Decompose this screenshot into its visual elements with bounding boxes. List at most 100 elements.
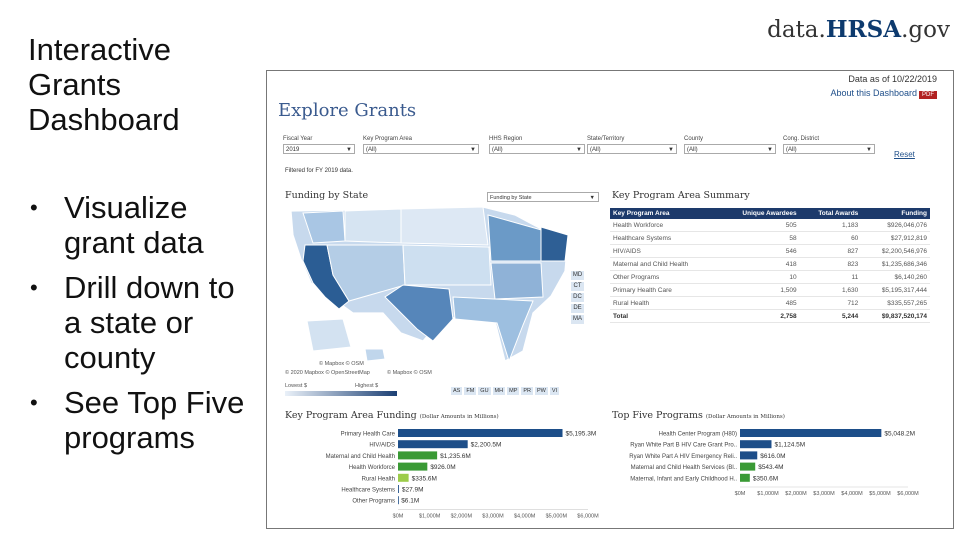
map-credit-2: © 2020 Mapbox © OpenStreetMap: [285, 370, 370, 376]
territory-tile[interactable]: MH: [492, 387, 506, 395]
bar[interactable]: [398, 473, 409, 482]
territory-tile[interactable]: GU: [478, 387, 491, 395]
bullet-item: • Visualize grant data: [28, 190, 258, 260]
state-midwest-north: [400, 206, 489, 246]
table-row[interactable]: Health Workforce 505 1,183 $926,046,076: [610, 219, 930, 232]
data-label: $27.9M: [402, 487, 424, 494]
table-row[interactable]: Rural Health 485 712 $335,557,265: [610, 296, 930, 310]
chart-title: Top Five Programs (Dollar Amounts in Mill…: [612, 410, 785, 421]
us-funding-map[interactable]: [283, 201, 573, 366]
map-measure-select[interactable]: Funding by State ▼: [487, 192, 599, 202]
hhs-region-select[interactable]: (All) ▼: [489, 144, 585, 154]
x-tick-label: $3,000M: [813, 491, 835, 497]
state-southeast: [452, 296, 534, 363]
state-territory-select[interactable]: (All) ▼: [587, 144, 677, 154]
cong-district-select[interactable]: (All) ▼: [783, 144, 875, 154]
x-tick-label: $6,000M: [577, 513, 599, 519]
bullet-dot: •: [30, 390, 38, 415]
bar[interactable]: [740, 440, 772, 449]
table-header-row: Key Program Area Unique Awardees Total A…: [610, 208, 930, 219]
column-header[interactable]: Key Program Area: [610, 208, 719, 219]
fiscal-year-select[interactable]: 2019 ▼: [283, 144, 355, 154]
map-legend: Lowest $ Highest $: [285, 383, 397, 397]
state-tile-dc[interactable]: DC: [571, 293, 584, 302]
state-mountain-west: [326, 244, 406, 302]
filter-key-program-area: Key Program Area (All) ▼: [363, 136, 479, 154]
data-hrsa-logo: data.HRSA.gov: [767, 16, 950, 43]
category-label: HIV/AIDS: [369, 443, 395, 449]
table-row[interactable]: Primary Health Care 1,509 1,630 $5,195,317,…: [610, 283, 930, 297]
legend-gradient: [285, 391, 397, 396]
state-southeast-north: [490, 262, 544, 300]
chart-title: Key Program Area Funding (Dollar Amounts …: [285, 410, 499, 421]
bar[interactable]: [740, 462, 756, 471]
bar[interactable]: [398, 462, 428, 471]
x-tick-label: $4,000M: [514, 513, 536, 519]
category-label: Primary Health Care: [341, 432, 396, 438]
bullet-list: • Visualize grant data • Drill down to a s…: [28, 190, 258, 465]
x-tick-label: $4,000M: [841, 491, 863, 497]
x-tick-label: $3,000M: [482, 513, 504, 519]
filtered-note: Filtered for FY 2019 data.: [285, 168, 353, 174]
column-header[interactable]: Unique Awardees: [718, 208, 800, 219]
territory-tile[interactable]: PW: [535, 387, 548, 395]
data-label: $2,200.5M: [471, 442, 502, 449]
filter-state-territory: State/Territory (All) ▼: [587, 136, 677, 154]
category-label: Maternal, Infant and Early Childhood H..: [630, 476, 737, 482]
table-row[interactable]: Healthcare Systems 58 60 $27,912,819: [610, 231, 930, 245]
summary-title: Key Program Area Summary: [612, 190, 750, 201]
reset-link[interactable]: Reset: [894, 150, 915, 159]
table-row[interactable]: Maternal and Child Health 418 823 $1,235,68…: [610, 257, 930, 271]
x-tick-label: $0M: [393, 513, 404, 519]
territory-tile[interactable]: PR: [521, 387, 533, 395]
dashboard-title: Explore Grants: [278, 100, 417, 121]
key-program-funding-chart[interactable]: Key Program Area Funding (Dollar Amounts …: [283, 409, 609, 525]
territory-tile[interactable]: FM: [464, 387, 477, 395]
state-tile-ct[interactable]: CT: [571, 282, 584, 291]
map-credit-3: © Mapbox © OSM: [387, 370, 432, 376]
top-five-programs-chart[interactable]: Top Five Programs (Dollar Amounts in Mill…: [610, 409, 930, 525]
column-header[interactable]: Total Awards: [799, 208, 862, 219]
filter-county: County (All) ▼: [684, 136, 776, 154]
territory-tile[interactable]: AS: [451, 387, 463, 395]
bullet-item: • See Top Five programs: [28, 385, 258, 455]
about-dashboard-link[interactable]: About this Dashboard PDF: [830, 88, 937, 99]
bar[interactable]: [740, 429, 882, 437]
key-program-area-select[interactable]: (All) ▼: [363, 144, 479, 154]
column-header[interactable]: Funding: [861, 208, 930, 219]
legend-low: Lowest $: [285, 383, 308, 389]
filter-hhs-region: HHS Region (All) ▼: [489, 136, 585, 154]
bar[interactable]: [398, 429, 563, 437]
filter-fiscal-year: Fiscal Year 2019 ▼: [283, 136, 355, 154]
territory-tile[interactable]: MP: [507, 387, 520, 395]
bar[interactable]: [398, 485, 399, 493]
program-area-summary-table: Key Program Area Unique Awardees Total A…: [610, 208, 930, 323]
state-northeast: [540, 226, 569, 262]
state-tile-de[interactable]: DE: [571, 304, 584, 313]
category-label: Rural Health: [362, 476, 395, 482]
state-tile-md[interactable]: MD: [571, 271, 584, 280]
caret-down-icon: ▼: [470, 147, 476, 153]
bar[interactable]: [398, 496, 399, 505]
caret-down-icon: ▼: [589, 195, 595, 201]
chart-subtitle: (Dollar Amounts in Millions): [706, 413, 785, 420]
x-tick-label: $5,000M: [869, 491, 891, 497]
bar[interactable]: [740, 473, 750, 482]
table-row[interactable]: Other Programs 10 11 $6,140,260: [610, 270, 930, 284]
x-tick-label: $1,000M: [757, 491, 779, 497]
table-row[interactable]: HIV/AIDS 546 827 $2,200,546,976: [610, 244, 930, 258]
category-label: Ryan White Part A HIV Emergency Reli..: [629, 454, 737, 460]
bar[interactable]: [398, 440, 468, 449]
x-tick-label: $5,000M: [546, 513, 568, 519]
bar[interactable]: [398, 451, 438, 460]
table-total-row: Total 2,758 5,244 $9,837,520,174: [610, 309, 930, 323]
state-tile-ma[interactable]: MA: [571, 315, 584, 324]
state-alaska: [306, 318, 352, 352]
territory-tile[interactable]: VI: [549, 387, 560, 395]
bar[interactable]: [740, 451, 758, 460]
small-states-grid: MD CT DC DE MA: [571, 271, 586, 324]
category-label: Healthcare Systems: [341, 488, 395, 494]
county-select[interactable]: (All) ▼: [684, 144, 776, 154]
state-northern-plains: [344, 208, 402, 244]
dashboard-screenshot: Data as of 10/22/2019 About this Dashboa…: [266, 70, 954, 529]
